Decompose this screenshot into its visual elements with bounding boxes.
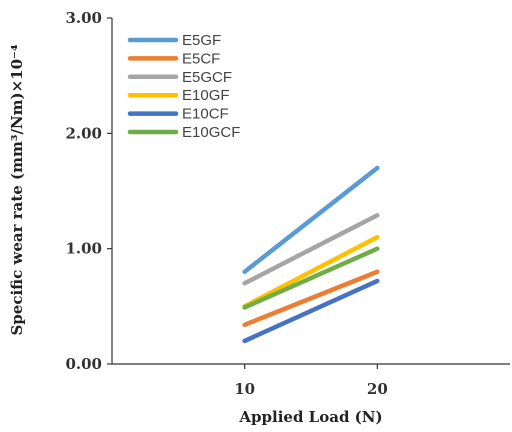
legend-label-e5cf: E5CF bbox=[182, 50, 220, 67]
y-tick-label: 0.00 bbox=[65, 355, 102, 373]
legend-label-e10gcf: E10GCF bbox=[182, 124, 240, 141]
legend-label-e10gf: E10GF bbox=[182, 87, 230, 104]
series-lines bbox=[242, 165, 380, 344]
x-axis-label: Applied Load (N) bbox=[238, 408, 382, 426]
x-tick-label: 20 bbox=[367, 380, 388, 398]
series-line-e5cf bbox=[242, 269, 380, 328]
series-line-e5gf bbox=[242, 165, 380, 274]
axes: 0.00 1.00 2.00 3.00 10 20 bbox=[65, 9, 510, 398]
legend-label-e5gf: E5GF bbox=[182, 32, 221, 49]
series-line-e10cf bbox=[242, 278, 380, 344]
y-tick-label: 1.00 bbox=[65, 240, 102, 258]
series-line-e10gf bbox=[242, 234, 380, 309]
y-tick-label: 2.00 bbox=[65, 124, 102, 142]
x-tick-label: 10 bbox=[234, 380, 255, 398]
legend-label-e10cf: E10CF bbox=[182, 106, 229, 123]
y-axis-label: Specific wear rate (mm³/Nm)×10⁻⁴ bbox=[8, 44, 26, 336]
series-line-e5gcf bbox=[242, 212, 380, 286]
y-tick-label: 3.00 bbox=[65, 9, 102, 27]
legend-label-e5gcf: E5GCF bbox=[182, 69, 232, 86]
series-line-e10gcf bbox=[242, 246, 380, 310]
